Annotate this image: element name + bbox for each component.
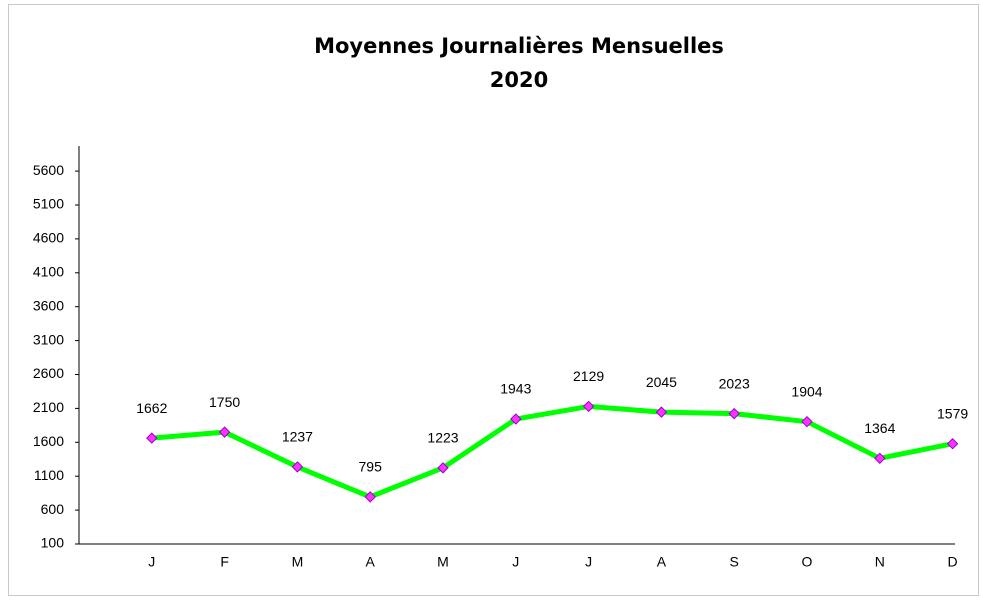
data-line — [151, 403, 954, 500]
y-tick-label: 4600 — [33, 230, 64, 246]
x-tick-label: J — [585, 554, 592, 570]
data-label: 1750 — [209, 394, 240, 410]
chart-title: Moyennes Journalières Mensuelles — [314, 34, 724, 58]
data-point — [218, 426, 231, 438]
y-tick-label: 1600 — [33, 433, 64, 449]
data-label: 1943 — [500, 381, 531, 397]
x-tick-label: M — [292, 554, 304, 570]
x-tick-label: J — [148, 554, 155, 570]
data-label: 2129 — [573, 368, 604, 384]
data-point — [291, 461, 304, 473]
chart-frame — [8, 4, 979, 596]
data-label: 2045 — [646, 374, 677, 390]
data-point — [364, 491, 376, 503]
x-tick-label: A — [366, 554, 376, 570]
y-tick-label: 3100 — [33, 331, 64, 347]
data-point — [728, 407, 740, 420]
y-tick-label: 2100 — [33, 399, 64, 415]
x-tick-label: J — [512, 554, 519, 570]
y-tick-label: 2600 — [33, 365, 64, 381]
x-tick-label: M — [437, 554, 449, 570]
x-tick-label: D — [948, 554, 958, 570]
data-point — [510, 413, 522, 425]
x-tick-label: N — [875, 554, 885, 570]
data-label: 1223 — [427, 430, 458, 446]
y-tick-label: 600 — [41, 501, 65, 517]
data-label: 1237 — [282, 429, 313, 445]
x-tick-label: O — [802, 554, 813, 570]
y-tick-label: 5600 — [33, 162, 64, 178]
data-label: 1904 — [791, 383, 822, 399]
x-tick-label: F — [220, 554, 229, 570]
data-point — [582, 400, 595, 413]
x-tick-label: S — [730, 554, 739, 570]
data-point — [437, 462, 449, 474]
y-tick-label: 5100 — [33, 196, 64, 212]
y-tick-label: 4100 — [33, 263, 64, 279]
data-point — [874, 452, 886, 465]
data-point — [801, 415, 813, 428]
x-tick-label: A — [657, 554, 667, 570]
data-label: 1364 — [864, 420, 895, 436]
chart-subtitle: 2020 — [490, 68, 548, 92]
data-label: 795 — [359, 459, 383, 475]
y-tick-label: 3600 — [33, 297, 64, 313]
y-tick-label: 1100 — [34, 467, 64, 483]
data-point — [146, 432, 158, 444]
data-label: 1579 — [937, 405, 968, 421]
data-label: 1662 — [136, 400, 167, 416]
data-point — [655, 406, 668, 418]
y-tick-label: 100 — [41, 535, 65, 551]
data-label: 2023 — [719, 375, 750, 391]
data-point — [946, 438, 959, 450]
